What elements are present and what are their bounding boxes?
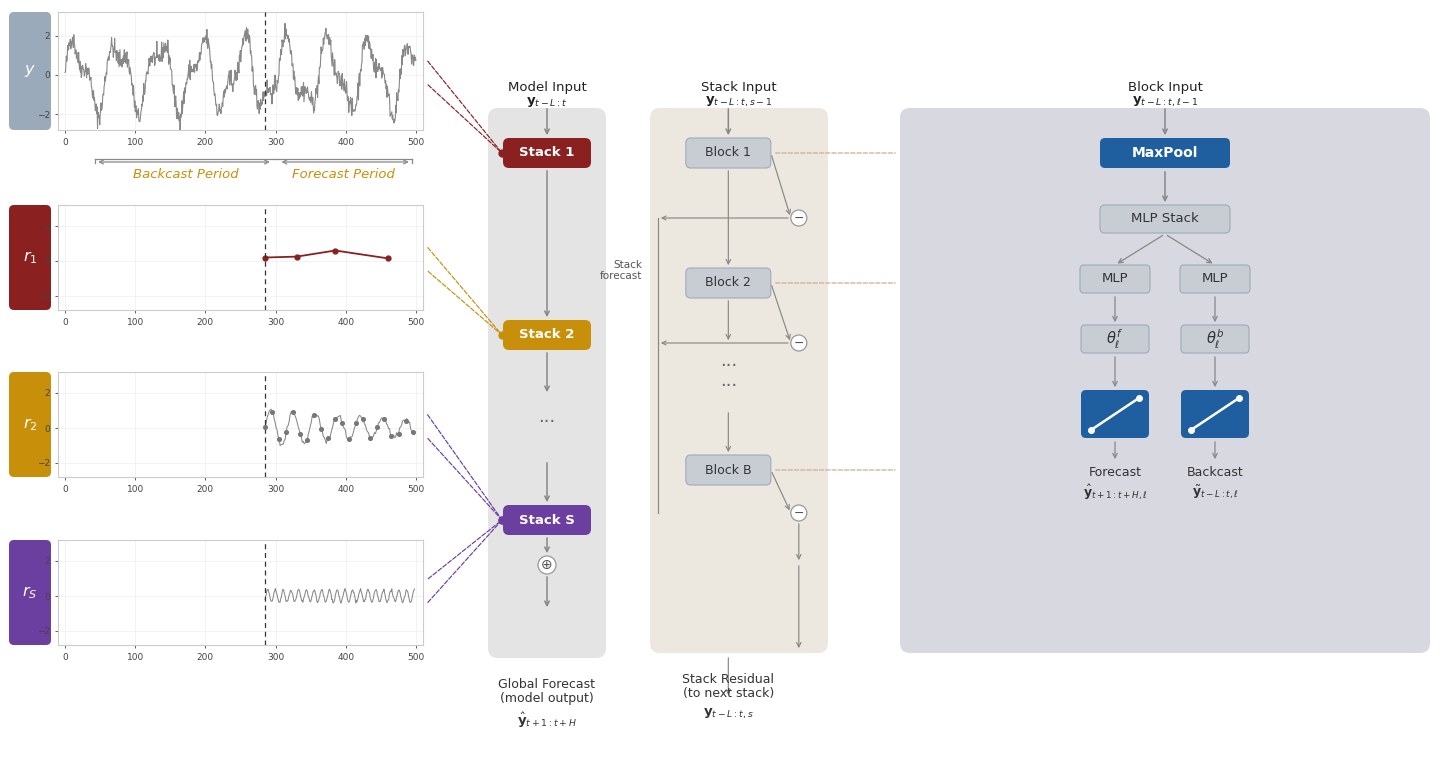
Text: ...: ...: [720, 372, 737, 390]
Text: Stack 1: Stack 1: [519, 147, 574, 159]
FancyBboxPatch shape: [1081, 390, 1149, 438]
FancyBboxPatch shape: [1180, 265, 1250, 293]
Circle shape: [791, 505, 807, 521]
FancyBboxPatch shape: [1079, 265, 1150, 293]
Text: −: −: [794, 336, 804, 349]
FancyBboxPatch shape: [504, 320, 592, 350]
Point: [274, 427, 297, 439]
Text: Stack Residual: Stack Residual: [683, 673, 775, 686]
Point: [296, 434, 319, 446]
Text: Stack 2: Stack 2: [519, 329, 574, 342]
Point: [303, 409, 326, 421]
Text: Stack Input: Stack Input: [701, 81, 776, 94]
FancyBboxPatch shape: [649, 108, 828, 653]
Text: ...: ...: [720, 352, 737, 370]
Point: [352, 413, 375, 425]
Point: [310, 423, 333, 435]
Circle shape: [791, 210, 807, 226]
Point: [330, 417, 354, 429]
Text: Forecast Period: Forecast Period: [293, 168, 395, 181]
Text: $\mathbf{y}_{t-L:t}$: $\mathbf{y}_{t-L:t}$: [527, 95, 567, 109]
FancyBboxPatch shape: [1180, 390, 1250, 438]
Point: [281, 406, 304, 418]
Point: [345, 417, 368, 429]
FancyBboxPatch shape: [9, 205, 51, 310]
Point: [261, 405, 284, 417]
Text: $\tilde{\mathbf{y}}_{t-L:t,\ell}$: $\tilde{\mathbf{y}}_{t-L:t,\ell}$: [1192, 483, 1238, 501]
Text: $y$: $y$: [25, 63, 36, 79]
Point: [359, 431, 382, 444]
FancyBboxPatch shape: [9, 12, 51, 130]
FancyBboxPatch shape: [9, 372, 51, 477]
Text: MaxPool: MaxPool: [1131, 146, 1198, 160]
Text: $r_1$: $r_1$: [23, 249, 38, 266]
Point: [267, 433, 290, 445]
Circle shape: [791, 335, 807, 351]
Text: $r_2$: $r_2$: [23, 416, 38, 433]
Text: Backcast: Backcast: [1186, 466, 1244, 479]
Text: $\mathbf{y}_{t-L:t,s-1}$: $\mathbf{y}_{t-L:t,s-1}$: [706, 95, 772, 109]
Text: Global Forecast: Global Forecast: [498, 678, 596, 691]
FancyBboxPatch shape: [9, 540, 51, 645]
Text: Backcast Period: Backcast Period: [133, 168, 238, 181]
Text: MLP: MLP: [1202, 273, 1228, 285]
Text: $\mathbf{y}_{t-L:t,\ell-1}$: $\mathbf{y}_{t-L:t,\ell-1}$: [1131, 95, 1198, 109]
Text: Block 1: Block 1: [706, 147, 752, 159]
FancyBboxPatch shape: [504, 505, 592, 535]
Point: [338, 433, 361, 445]
Point: [323, 413, 346, 425]
Text: Block Input: Block Input: [1127, 81, 1202, 94]
FancyBboxPatch shape: [1100, 138, 1229, 168]
FancyBboxPatch shape: [900, 108, 1430, 653]
Text: Forecast: Forecast: [1088, 466, 1141, 479]
Text: ⊕: ⊕: [541, 558, 553, 572]
Point: [289, 427, 312, 440]
FancyBboxPatch shape: [488, 108, 606, 658]
Text: Block B: Block B: [706, 464, 752, 476]
Text: MLP: MLP: [1101, 273, 1128, 285]
Text: (model output): (model output): [501, 692, 595, 705]
Point: [254, 421, 277, 433]
Text: Model Input: Model Input: [508, 81, 586, 94]
Point: [401, 426, 424, 438]
Text: $r_S$: $r_S$: [22, 584, 38, 601]
Text: $\hat{\mathbf{y}}_{t+1:t+H,\ell}$: $\hat{\mathbf{y}}_{t+1:t+H,\ell}$: [1082, 483, 1147, 502]
Point: [367, 421, 390, 434]
Text: −: −: [794, 212, 804, 224]
Text: (to next stack): (to next stack): [683, 687, 773, 700]
Text: Stack
forecast: Stack forecast: [600, 260, 642, 281]
Point: [380, 429, 403, 441]
Text: Stack S: Stack S: [519, 513, 574, 526]
FancyBboxPatch shape: [504, 138, 592, 168]
FancyBboxPatch shape: [1100, 205, 1229, 233]
Text: $\theta_\ell^b$: $\theta_\ell^b$: [1206, 328, 1224, 351]
Point: [387, 428, 410, 441]
Text: $\mathbf{y}_{t-L:t,s}$: $\mathbf{y}_{t-L:t,s}$: [703, 707, 753, 721]
Point: [394, 415, 417, 427]
Point: [317, 431, 341, 444]
FancyBboxPatch shape: [685, 138, 771, 168]
Text: ...: ...: [538, 408, 556, 426]
Text: $\theta_\ell^f$: $\theta_\ell^f$: [1107, 328, 1124, 351]
FancyBboxPatch shape: [1081, 325, 1149, 353]
Circle shape: [538, 556, 556, 574]
Text: Block 2: Block 2: [706, 277, 752, 290]
Text: MLP Stack: MLP Stack: [1131, 213, 1199, 226]
Point: [372, 413, 395, 425]
Text: −: −: [794, 506, 804, 519]
FancyBboxPatch shape: [685, 455, 771, 485]
Text: $\hat{\mathbf{y}}_{t+1:t+H}$: $\hat{\mathbf{y}}_{t+1:t+H}$: [517, 711, 577, 730]
FancyBboxPatch shape: [685, 268, 771, 298]
FancyBboxPatch shape: [1180, 325, 1250, 353]
